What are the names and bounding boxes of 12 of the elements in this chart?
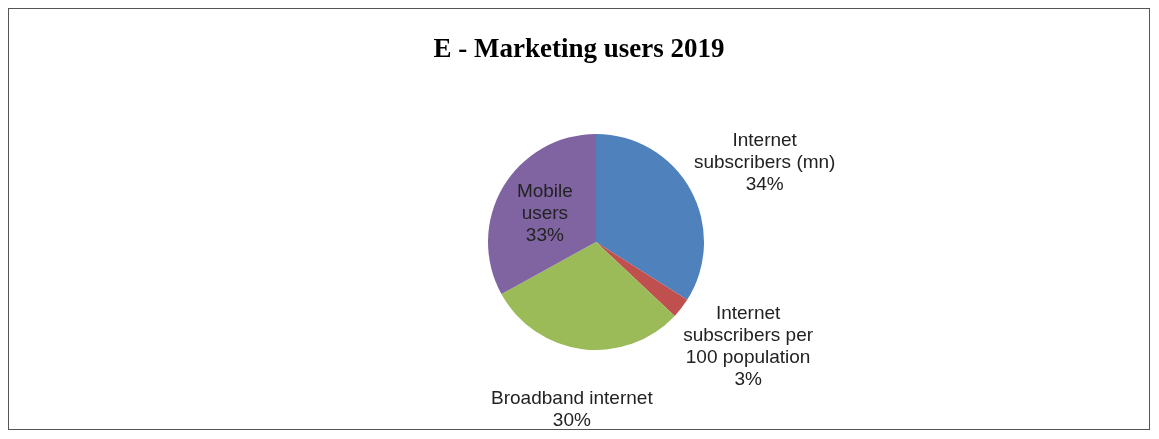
data-label: 3%: [734, 367, 762, 389]
slice-label: Internet subscribers (mn): [693, 128, 836, 172]
chart-title: E - Marketing users 2019: [432, 33, 726, 64]
slice-label: Internet subscribers per 100 population: [683, 301, 814, 367]
pie-slice: [596, 242, 688, 316]
data-label: 30%: [552, 408, 591, 430]
pie-slice: [501, 242, 675, 350]
data-label: 34%: [745, 172, 784, 194]
slice-label: Mobile users: [516, 179, 573, 223]
slice-label: Broadband internet: [491, 386, 654, 408]
pie-slice: [488, 134, 596, 295]
data-label: 33%: [525, 223, 564, 245]
